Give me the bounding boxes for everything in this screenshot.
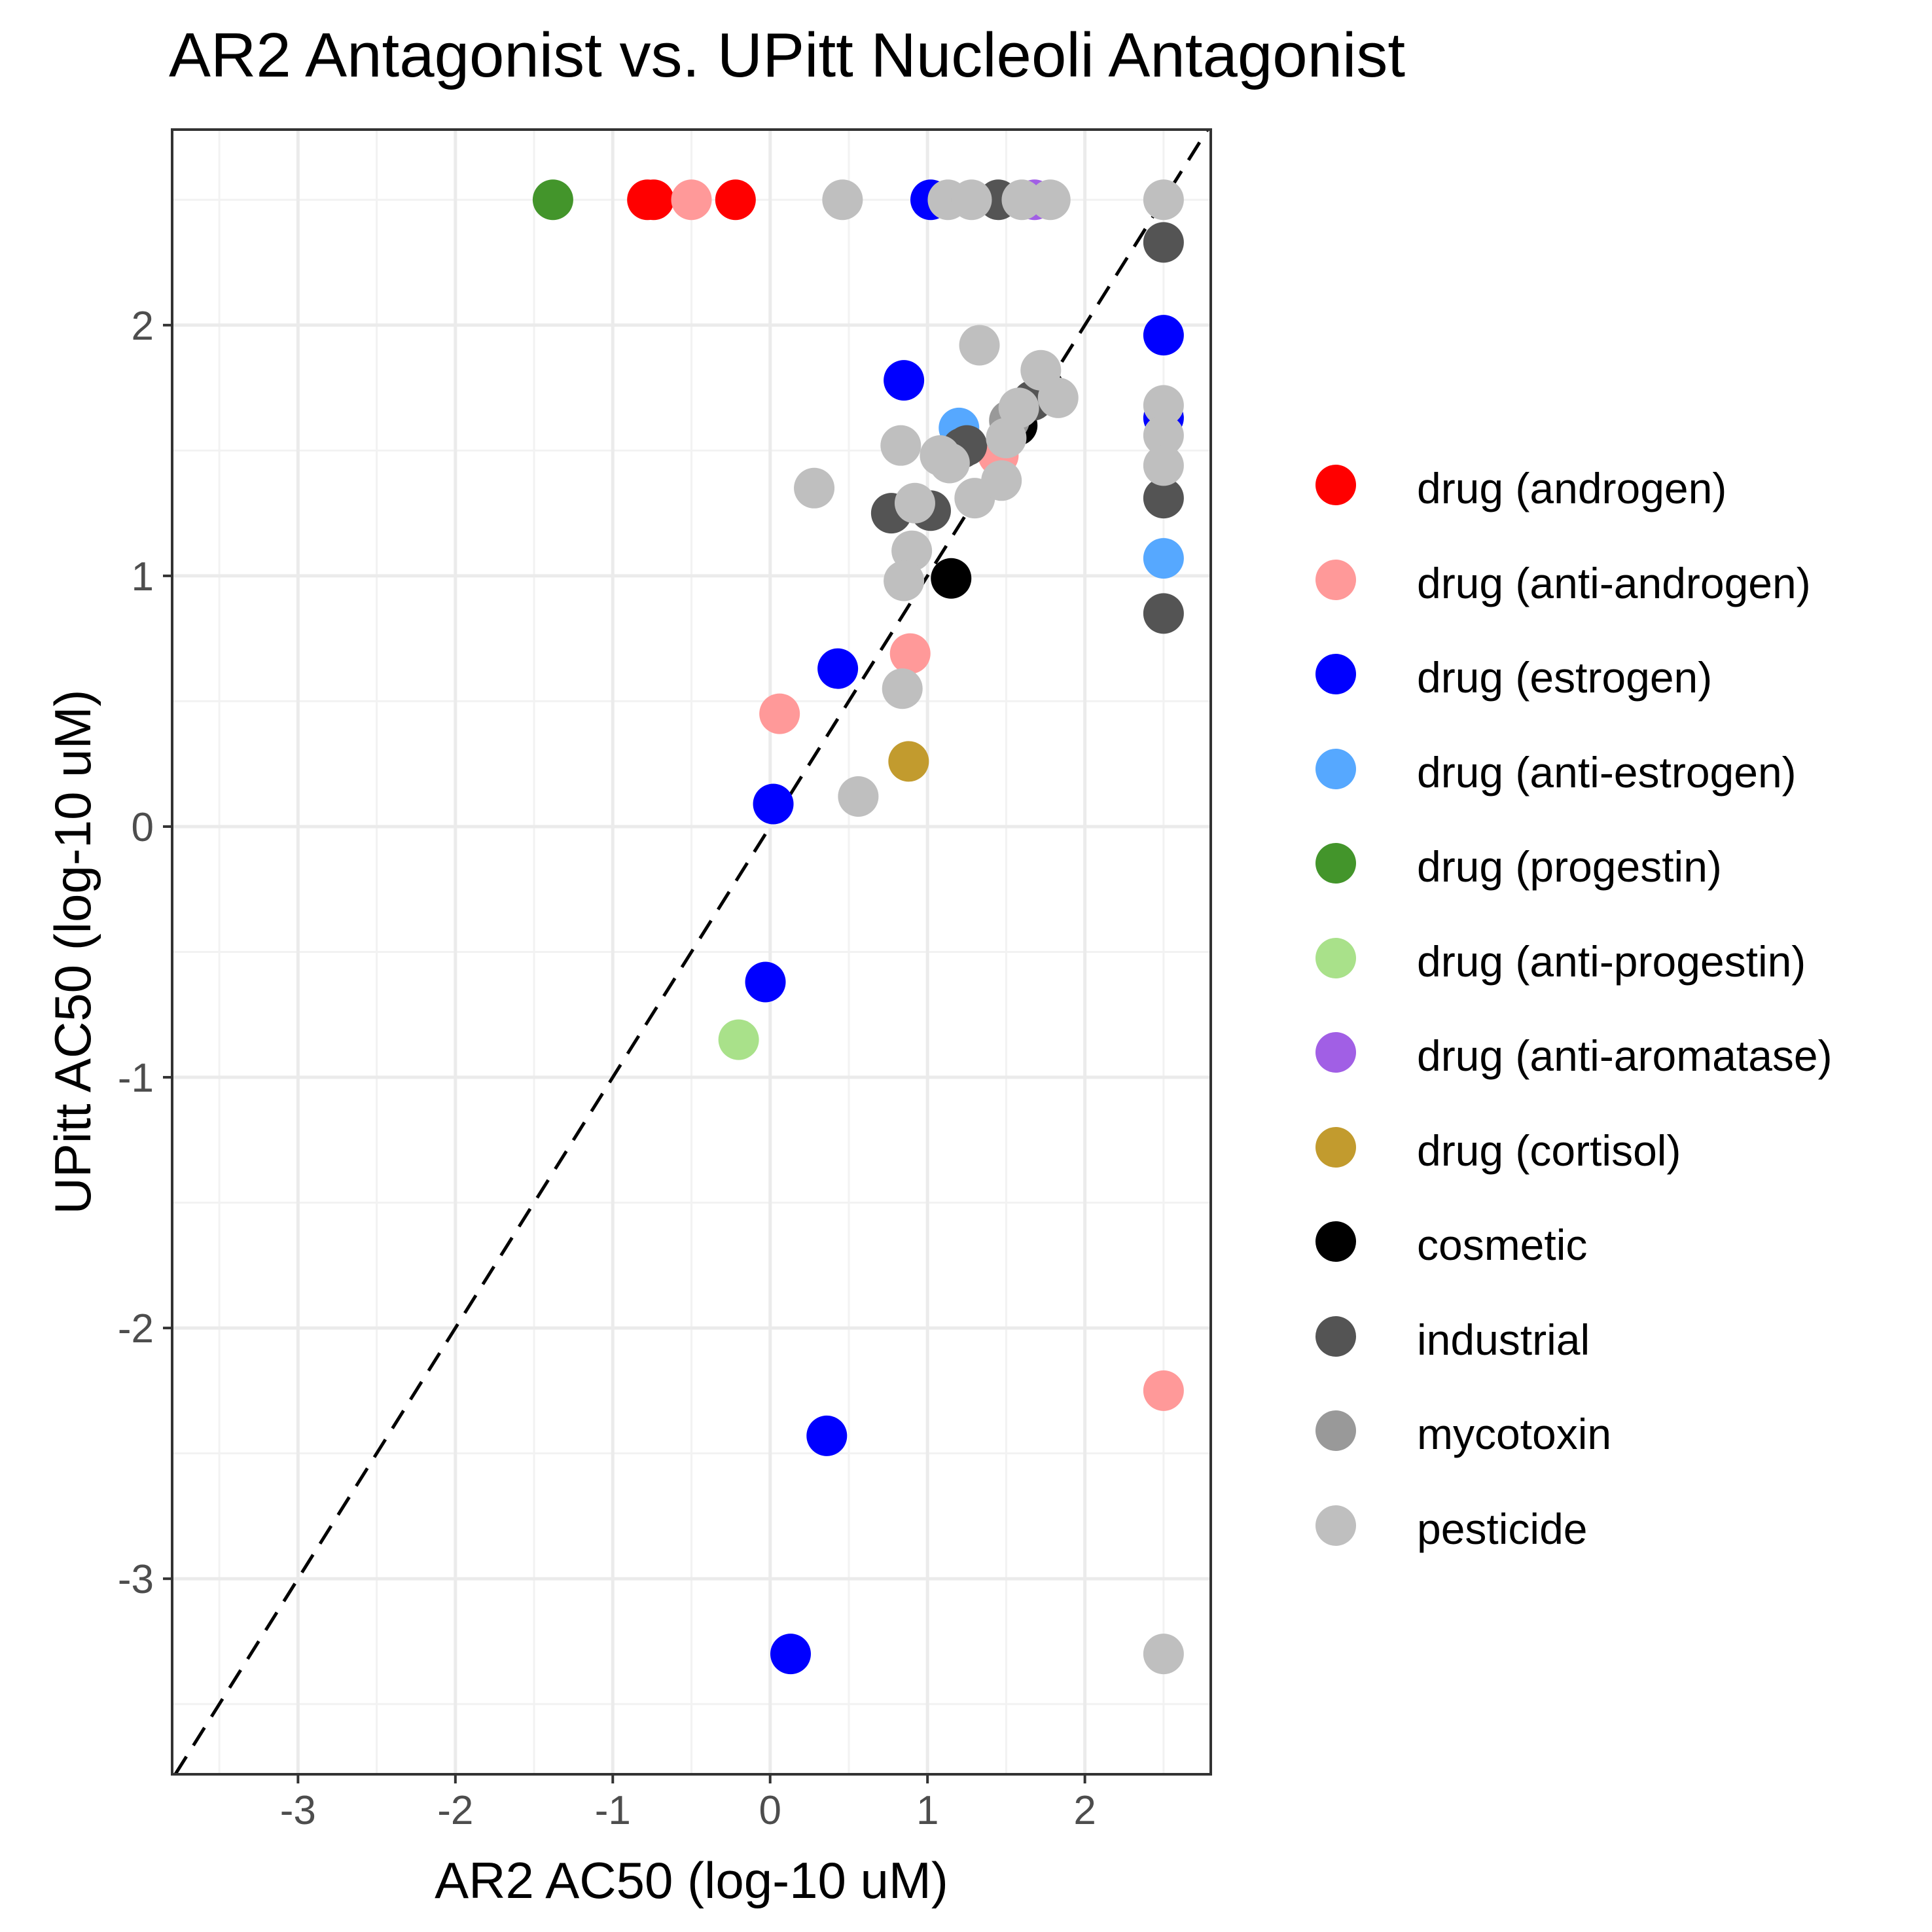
point-drug-anti-estrogen xyxy=(1143,538,1184,579)
legend-item-drug-estrogen: drug (estrogen) xyxy=(1315,629,1905,724)
x-tick-label: 0 xyxy=(759,1788,781,1833)
point-industrial xyxy=(1143,478,1184,519)
x-tick-label: -1 xyxy=(595,1788,631,1833)
legend-key-drug-anti-androgen xyxy=(1315,559,1356,600)
y-tick-label: 2 xyxy=(132,304,154,349)
point-pesticide xyxy=(884,560,925,601)
legend-item-drug-anti-aromatase: drug (anti-aromatase) xyxy=(1315,1007,1905,1102)
point-drug-androgen xyxy=(633,179,674,221)
point-pesticide xyxy=(794,467,835,509)
y-tick-label: -2 xyxy=(118,1306,154,1351)
point-pesticide xyxy=(1143,179,1184,221)
legend-key-industrial xyxy=(1315,1315,1356,1357)
legend-label: drug (anti-androgen) xyxy=(1417,558,1811,607)
y-axis-title: UPitt AC50 (log-10 uM) xyxy=(44,690,101,1215)
x-tick-label: -2 xyxy=(437,1788,473,1833)
legend-label: industrial xyxy=(1417,1315,1590,1364)
point-cosmetic xyxy=(931,558,972,599)
legend-label: drug (anti-aromatase) xyxy=(1417,1031,1833,1080)
y-tick-label: 1 xyxy=(132,554,154,599)
data-points xyxy=(532,179,1184,1675)
legend-key-drug-estrogen xyxy=(1315,654,1356,694)
point-pesticide xyxy=(951,179,992,221)
legend-item-cosmetic: cosmetic xyxy=(1315,1196,1905,1291)
point-drug-anti-androgen xyxy=(759,693,800,734)
point-pesticide xyxy=(894,482,935,524)
point-drug-progestin xyxy=(532,179,573,221)
legend-key-drug-anti-estrogen xyxy=(1315,748,1356,789)
legend-label: drug (androgen) xyxy=(1417,464,1727,512)
legend-key-cosmetic xyxy=(1315,1221,1356,1262)
point-drug-estrogen xyxy=(806,1415,848,1456)
x-tick-label: 2 xyxy=(1073,1788,1096,1833)
point-pesticide xyxy=(880,425,921,466)
point-drug-estrogen xyxy=(817,648,859,689)
legend-key-mycotoxin xyxy=(1315,1410,1356,1451)
legend-label: cosmetic xyxy=(1417,1221,1588,1269)
point-drug-anti-androgen xyxy=(1143,1370,1184,1411)
legend-key-drug-progestin xyxy=(1315,843,1356,884)
point-pesticide xyxy=(929,442,970,484)
y-tick-label: -1 xyxy=(118,1056,154,1101)
x-tick-label: -3 xyxy=(280,1788,316,1833)
legend-key-drug-androgen xyxy=(1315,465,1356,505)
point-pesticide xyxy=(838,776,879,817)
legend-label: drug (anti-estrogen) xyxy=(1417,747,1797,796)
point-drug-estrogen xyxy=(1143,315,1184,356)
legend-label: drug (anti-progestin) xyxy=(1417,937,1806,986)
point-pesticide xyxy=(1143,415,1184,456)
legend-key-pesticide xyxy=(1315,1505,1356,1546)
point-pesticide xyxy=(1037,377,1079,418)
point-pesticide xyxy=(981,460,1022,501)
legend-item-drug-cortisol: drug (cortisol) xyxy=(1315,1102,1905,1197)
point-industrial xyxy=(1143,222,1184,263)
legend-item-drug-anti-estrogen: drug (anti-estrogen) xyxy=(1315,724,1905,819)
legend-item-drug-progestin: drug (progestin) xyxy=(1315,818,1905,913)
point-drug-anti-androgen xyxy=(671,179,712,221)
legend-item-pesticide: pesticide xyxy=(1315,1480,1905,1575)
legend-item-drug-androgen: drug (androgen) xyxy=(1315,440,1905,535)
point-drug-estrogen xyxy=(753,783,794,825)
chart-title: AR2 Antagonist vs. UPitt Nucleoli Antago… xyxy=(169,20,1406,90)
point-drug-cortisol xyxy=(888,741,929,782)
point-drug-estrogen xyxy=(884,360,925,401)
legend-label: drug (estrogen) xyxy=(1417,653,1713,702)
point-pesticide xyxy=(959,325,1000,366)
legend-item-industrial: industrial xyxy=(1315,1291,1905,1386)
legend-item-drug-anti-progestin: drug (anti-progestin) xyxy=(1315,913,1905,1008)
legend-label: pesticide xyxy=(1417,1504,1588,1553)
x-axis-title: AR2 AC50 (log-10 uM) xyxy=(435,1851,948,1909)
point-pesticide xyxy=(882,668,923,709)
legend-key-drug-anti-progestin xyxy=(1315,937,1356,978)
x-tick-label: 1 xyxy=(916,1788,939,1833)
legend-key-drug-cortisol xyxy=(1315,1126,1356,1168)
point-pesticide xyxy=(1143,1634,1184,1675)
point-pesticide xyxy=(1143,385,1184,426)
point-pesticide xyxy=(1143,445,1184,486)
point-drug-estrogen xyxy=(745,961,786,1003)
legend-item-mycotoxin: mycotoxin xyxy=(1315,1386,1905,1480)
point-pesticide xyxy=(1029,179,1071,221)
point-drug-anti-androgen xyxy=(889,633,931,674)
panel-border xyxy=(171,128,1212,1776)
point-pesticide xyxy=(1001,179,1043,221)
legend-item-drug-anti-androgen: drug (anti-androgen) xyxy=(1315,535,1905,630)
point-industrial xyxy=(1143,593,1184,634)
point-drug-anti-progestin xyxy=(718,1019,759,1060)
grid-lines xyxy=(172,130,1211,1774)
point-pesticide xyxy=(822,179,863,221)
legend: drug (androgen) drug (anti-androgen) drug … xyxy=(1315,440,1905,1575)
y-tick-label: 0 xyxy=(132,805,154,850)
point-drug-androgen xyxy=(715,179,756,221)
y-tick-label: -3 xyxy=(118,1557,154,1602)
legend-label: drug (cortisol) xyxy=(1417,1126,1681,1175)
point-pesticide xyxy=(986,418,1027,459)
axis-ticks: -3 -2 -1 0 1 2 -3 -2 -1 0 1 2 xyxy=(118,304,1096,1833)
legend-label: mycotoxin xyxy=(1417,1410,1612,1458)
point-drug-estrogen xyxy=(770,1634,811,1675)
legend-label: drug (progestin) xyxy=(1417,842,1722,891)
legend-key-drug-anti-aromatase xyxy=(1315,1032,1356,1073)
